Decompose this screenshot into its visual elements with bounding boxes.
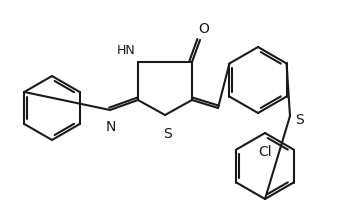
Text: HN: HN [116, 44, 135, 57]
Text: S: S [162, 127, 171, 141]
Text: Cl: Cl [258, 145, 272, 159]
Text: S: S [295, 113, 304, 127]
Text: O: O [199, 22, 209, 36]
Text: N: N [106, 120, 116, 134]
